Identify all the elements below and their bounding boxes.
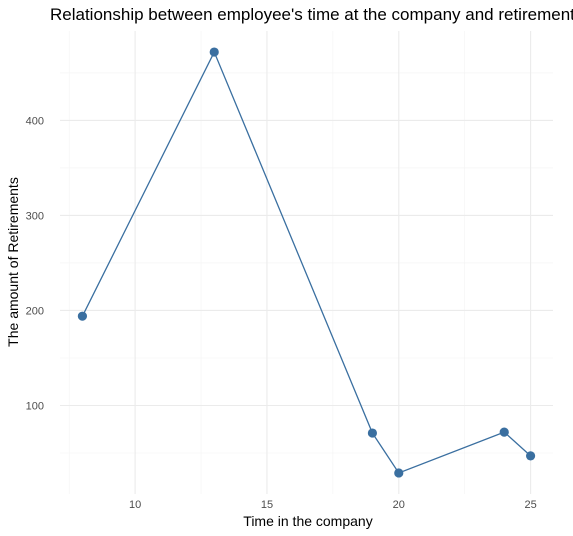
minor-gridlines [60,31,553,494]
x-tick-label: 15 [261,499,273,511]
data-point [499,427,509,437]
data-point [394,468,404,478]
y-tick-label: 200 [26,305,44,317]
major-gridlines [60,31,553,494]
chart-title: Relationship between employee's time at … [50,5,573,24]
series-line-layer [81,50,532,474]
x-tick-label: 20 [393,499,405,511]
data-point [367,428,378,438]
y-axis-ticks: 100 200 300 400 [26,115,44,412]
y-axis-title: The amount of Retirements [5,177,21,347]
y-tick-label: 100 [26,400,44,412]
data-points [77,47,536,478]
x-tick-label: 25 [524,499,536,511]
x-tick-label: 10 [129,499,141,511]
x-axis-ticks: 10 15 20 25 [129,499,537,511]
data-point [209,47,219,57]
series-line [81,50,532,474]
data-point [525,451,536,461]
y-tick-label: 400 [26,115,44,127]
x-axis-title: Time in the company [243,513,372,529]
data-point [77,311,88,321]
y-tick-label: 300 [26,210,44,222]
